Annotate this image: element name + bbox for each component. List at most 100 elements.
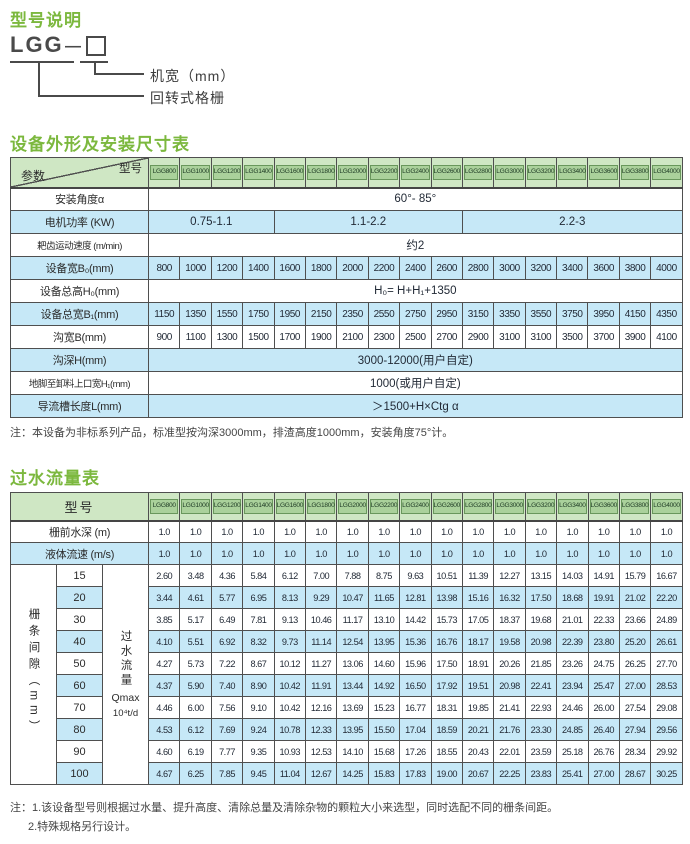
underline-code: [10, 61, 74, 63]
table-row: 沟深H(mm) 3000-12000(用户自定): [10, 348, 683, 372]
value-cell: 1.0: [493, 520, 526, 543]
model-label: LGG4000: [652, 498, 681, 514]
value-cell: 1.0: [430, 542, 463, 565]
row-label: 安装角度α: [10, 187, 149, 211]
value-cell: 60°- 85°: [148, 187, 683, 211]
model-label: LGG1000: [181, 164, 210, 180]
value-cell: 20.26: [493, 652, 526, 675]
model-label: LGG2200: [369, 498, 399, 514]
value-cell: 4100: [650, 325, 683, 349]
value-cell: 1.0: [273, 520, 306, 543]
flow-quantity-label: 过水流量 Qmax 10⁴t/d: [101, 564, 150, 785]
value-cell: 1600: [273, 256, 306, 280]
value-cell: 15.83: [367, 762, 401, 785]
value-cell: 14.60: [367, 652, 401, 675]
value-cell: 9.45: [242, 762, 275, 785]
value-cell: 21.85: [524, 652, 558, 675]
value-cell: 18.31: [430, 696, 463, 719]
gap-value-cell: 15: [56, 564, 103, 587]
table-row: 80 4.53 6.12 7.69 9.24 10.78 12.33 13.95 15.50 17…: [11, 718, 683, 741]
model-label: LGG2200: [369, 164, 399, 180]
table-row: 30 3.85 5.17 6.49 7.81 9.13 10.46 11.17 13.10 14.…: [11, 608, 683, 631]
value-cell: 22.39: [556, 630, 589, 653]
model-label: LGG3600: [589, 164, 618, 180]
value-cell: 7.56: [210, 696, 244, 719]
flow-table-note-1: 注：1.该设备型号则根据过水量、提升高度、清除总量及清除杂物的颗粒大小来选型，同…: [10, 802, 559, 814]
value-cell: 3150: [461, 302, 495, 326]
flow-table-note-2: 2.特殊规格另行设计。: [28, 821, 137, 833]
label-machine-type: 回转式格栅: [150, 90, 225, 106]
value-cell: 14.03: [556, 564, 589, 587]
value-cell: 1.0: [650, 542, 683, 565]
value-cell: 20.67: [461, 762, 495, 785]
value-cell: 26.40: [587, 718, 620, 741]
header-row: 型号 参数 LGG800 LGG1000 LGG1200 LGG1400 LGG1600 LG…: [10, 157, 683, 189]
value-cell: 1550: [210, 302, 244, 326]
value-cell: 23.83: [524, 762, 558, 785]
column-header-model: LGG2200: [367, 492, 401, 522]
value-cell: 10.42: [273, 696, 306, 719]
value-cell: 6.25: [179, 762, 212, 785]
model-label: LGG2000: [338, 164, 367, 180]
model-label: LGG1400: [244, 498, 273, 514]
table-row: 100 4.67 6.25 7.85 9.45 11.04 12.67 14.25 15.83 1…: [11, 762, 683, 785]
value-cell: 7.69: [210, 718, 244, 741]
table-row: 90 4.60 6.19 7.77 9.35 10.93 12.53 14.10 15.68 17…: [11, 740, 683, 763]
model-label: LGG3000: [495, 498, 524, 514]
model-placeholder-box: [86, 36, 106, 56]
value-cell: 24.89: [650, 608, 683, 631]
value-cell: 23.80: [587, 630, 620, 653]
value-cell: 5.17: [179, 608, 212, 631]
value-cell: 11.27: [304, 652, 338, 675]
value-cell: 17.50: [524, 586, 558, 609]
value-cell: 17.05: [461, 608, 495, 631]
value-cell: 3350: [493, 302, 526, 326]
value-cell: 4000: [650, 256, 683, 280]
column-header-model: LGG3400: [556, 492, 589, 522]
value-cell: 3000-12000(用户自定): [148, 348, 683, 372]
column-header-model: LGG800: [147, 157, 181, 189]
value-cell: 11.65: [367, 586, 401, 609]
gap-value-cell: 30: [56, 608, 103, 631]
value-cell: 12.67: [304, 762, 338, 785]
value-cell: 1.0: [148, 520, 181, 543]
value-cell: 21.76: [493, 718, 526, 741]
gap-value-cell: 20: [56, 586, 103, 609]
value-cell: 19.68: [524, 608, 558, 631]
value-cell: 29.92: [650, 740, 683, 763]
value-cell: 18.68: [556, 586, 589, 609]
column-header-model: LGG1800: [304, 492, 338, 522]
section-title-model-description: 型号说明: [10, 11, 82, 30]
value-cell: 4150: [618, 302, 652, 326]
value-cell: 9.73: [273, 630, 306, 653]
value-cell: 26.76: [587, 740, 620, 763]
value-cell: 5.73: [179, 652, 212, 675]
column-header-model: LGG3000: [493, 157, 526, 189]
value-cell: 26.25: [618, 652, 652, 675]
value-cell: 1350: [179, 302, 212, 326]
value-cell: 15.16: [461, 586, 495, 609]
model-label: LGG3200: [526, 498, 556, 514]
column-header-model: LGG2000: [336, 157, 369, 189]
section-title-dimensions: 设备外形及安装尺寸表: [10, 135, 190, 154]
model-label: LGG2400: [401, 498, 430, 514]
value-cell: 4.67: [148, 762, 181, 785]
model-label: LGG3800: [620, 164, 650, 180]
value-cell: 15.50: [367, 718, 401, 741]
value-cell: 4350: [650, 302, 683, 326]
value-cell: 3000: [493, 256, 526, 280]
value-cell: 24.75: [587, 652, 620, 675]
value-cell: 3.85: [148, 608, 181, 631]
flow-unit-label: 10⁴t/d: [112, 708, 139, 719]
table-row: 设备总高H₀(mm) H₀= H+H₁+1350: [10, 279, 683, 303]
value-cell: 26.00: [587, 696, 620, 719]
value-cell: 18.37: [493, 608, 526, 631]
value-cell: 3550: [524, 302, 558, 326]
column-header-model: LGG1200: [210, 492, 244, 522]
value-cell: 8.90: [242, 674, 275, 697]
value-cell: 13.69: [336, 696, 369, 719]
value-cell: 30.25: [650, 762, 683, 785]
value-cell: 22.41: [524, 674, 558, 697]
column-header-model: LGG3200: [524, 492, 558, 522]
column-header-model: LGG1600: [273, 492, 306, 522]
